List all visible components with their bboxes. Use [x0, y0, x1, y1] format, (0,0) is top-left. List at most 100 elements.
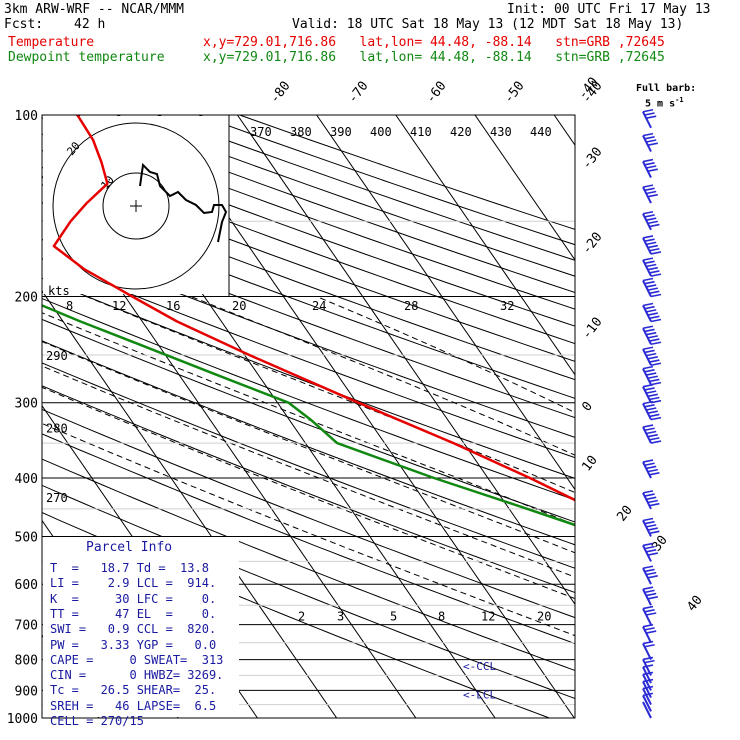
dry-adiabat-line	[42, 297, 575, 501]
wind-barb-flag	[650, 381, 662, 386]
wind-barb-staff	[642, 694, 652, 712]
dry-adiabat-line	[42, 277, 575, 479]
wind-barb-flag	[642, 346, 654, 351]
hodograph-units-label: kts	[48, 284, 70, 298]
wind-barb-flag	[650, 341, 662, 346]
dry-adiabat-line	[42, 340, 575, 546]
wind-barb-flag	[642, 132, 654, 137]
isotherm-line	[553, 115, 575, 147]
level-marker-label: <-LCL	[463, 688, 496, 701]
wind-barb-flag	[649, 396, 660, 401]
wind-barb-flag	[647, 410, 658, 414]
wind-barb-flag	[644, 609, 655, 613]
wind-barb-staff	[642, 688, 652, 706]
wind-barb-flag	[644, 328, 655, 333]
wind-barb-flag	[644, 568, 655, 573]
wind-barb-flag	[644, 545, 655, 550]
mixing-ratio-label-upper: 16	[166, 299, 180, 313]
theta-label: 390	[330, 125, 352, 139]
wind-barb-flag	[646, 241, 657, 246]
barb-legend-units: 5 m s-1	[645, 95, 684, 109]
wind-barb-flag	[650, 318, 662, 323]
wind-barb-flag	[642, 108, 654, 113]
barb-legend-units-text: 5 m s	[645, 98, 676, 110]
wind-barb	[642, 302, 662, 323]
wind-barb-flag	[642, 517, 654, 522]
wind-barb-flag	[649, 315, 660, 320]
pressure-tick-label: 300	[15, 397, 38, 412]
mixing-ratio-label-upper: 12	[112, 299, 126, 313]
wind-barb-flag	[649, 378, 660, 383]
wind-barb-flag	[644, 520, 655, 525]
pressure-tick-label: 700	[15, 619, 38, 634]
mixing-ratio-label: 8	[438, 610, 445, 624]
mixing-ratio-label-upper: 28	[404, 299, 418, 313]
wind-barb-flag	[647, 433, 658, 438]
temperature-tick-label: -20	[579, 230, 605, 258]
parcel-info-row: LI = 2.9 LCL = 914.	[50, 576, 217, 591]
mixing-ratio-label: 5	[390, 610, 397, 624]
hodograph-ring	[102, 172, 170, 240]
pressure-tick-label: 200	[15, 291, 38, 306]
wind-barb-flag	[647, 375, 658, 380]
wind-barb-flag	[642, 424, 654, 428]
pressure-tick-label: 900	[15, 684, 38, 699]
wind-barb-staff	[642, 673, 652, 691]
wind-barb-flag	[644, 369, 655, 373]
wind-barb-flag	[644, 112, 655, 116]
isotherm-line	[713, 115, 740, 718]
wind-barb-flag	[647, 596, 658, 600]
wind-barb	[642, 257, 662, 277]
wind-barb-flag	[642, 277, 654, 282]
dry-adiabat-line	[42, 202, 575, 399]
wind-barb-staff	[642, 135, 652, 153]
isotherm-line	[474, 115, 575, 261]
wind-barb-flag	[650, 251, 662, 255]
theta-label: 370	[250, 125, 272, 139]
wind-barb-staff	[642, 161, 652, 179]
barb-legend-title: Full barb:	[636, 83, 697, 94]
wind-barb	[642, 277, 662, 298]
wind-barb-flag	[649, 413, 660, 418]
wind-barb-flag	[646, 407, 657, 411]
pressure-tick-label: 1000	[7, 712, 38, 727]
mixing-ratio-label: 20	[537, 610, 551, 624]
dry-adiabat-line	[42, 385, 575, 594]
wind-barb	[642, 383, 662, 404]
parcel-info-row: K = 30 LFC = 0.	[50, 591, 217, 606]
wind-barb-flag	[649, 359, 660, 363]
dry-adiabat-line	[42, 220, 575, 419]
sounding-series	[42, 115, 575, 527]
wind-barb-flag	[647, 142, 658, 146]
wind-barb-flag	[644, 493, 655, 497]
wind-barb-staff	[642, 701, 652, 719]
dry-adiabat-line	[42, 258, 575, 459]
isotherm-line	[316, 115, 575, 491]
wind-barb-flag	[644, 260, 655, 265]
parcel-info-row: PW = 3.33 YGP = 0.0	[50, 637, 217, 652]
temperature-legend: Temperature	[8, 35, 95, 50]
upper-temperature-label: -70	[345, 79, 371, 107]
wind-barb-flag	[650, 416, 662, 421]
parcel-info-row: Tc = 26.5 SHEAR= 25.	[50, 683, 217, 698]
wind-barb-flag	[649, 223, 660, 228]
wind-barb-staff	[642, 111, 652, 129]
wind-barb-flag	[646, 139, 657, 143]
parcel-info-row: SREH = 46 LAPSE= 6.5	[50, 698, 217, 713]
wind-barb	[642, 517, 660, 537]
wind-barb-flag	[647, 393, 658, 398]
wind-barb-flag	[646, 190, 657, 195]
wind-barb	[642, 346, 662, 367]
wind-barb-flag	[642, 671, 654, 676]
valid-time: Valid: 18 UTC Sat 18 May 13 (12 MDT Sat …	[292, 17, 684, 32]
temperature-tick-label: 0	[579, 399, 596, 414]
dry-adiabat-line	[42, 318, 575, 523]
upper-temperature-label: -80	[267, 79, 293, 107]
wind-barb-flag	[650, 273, 662, 277]
wind-barb	[642, 325, 662, 346]
theta-label: 440	[530, 125, 552, 139]
wind-barb	[642, 365, 662, 386]
wind-barb-staff	[642, 588, 652, 606]
wind-barb-flag	[646, 372, 657, 376]
